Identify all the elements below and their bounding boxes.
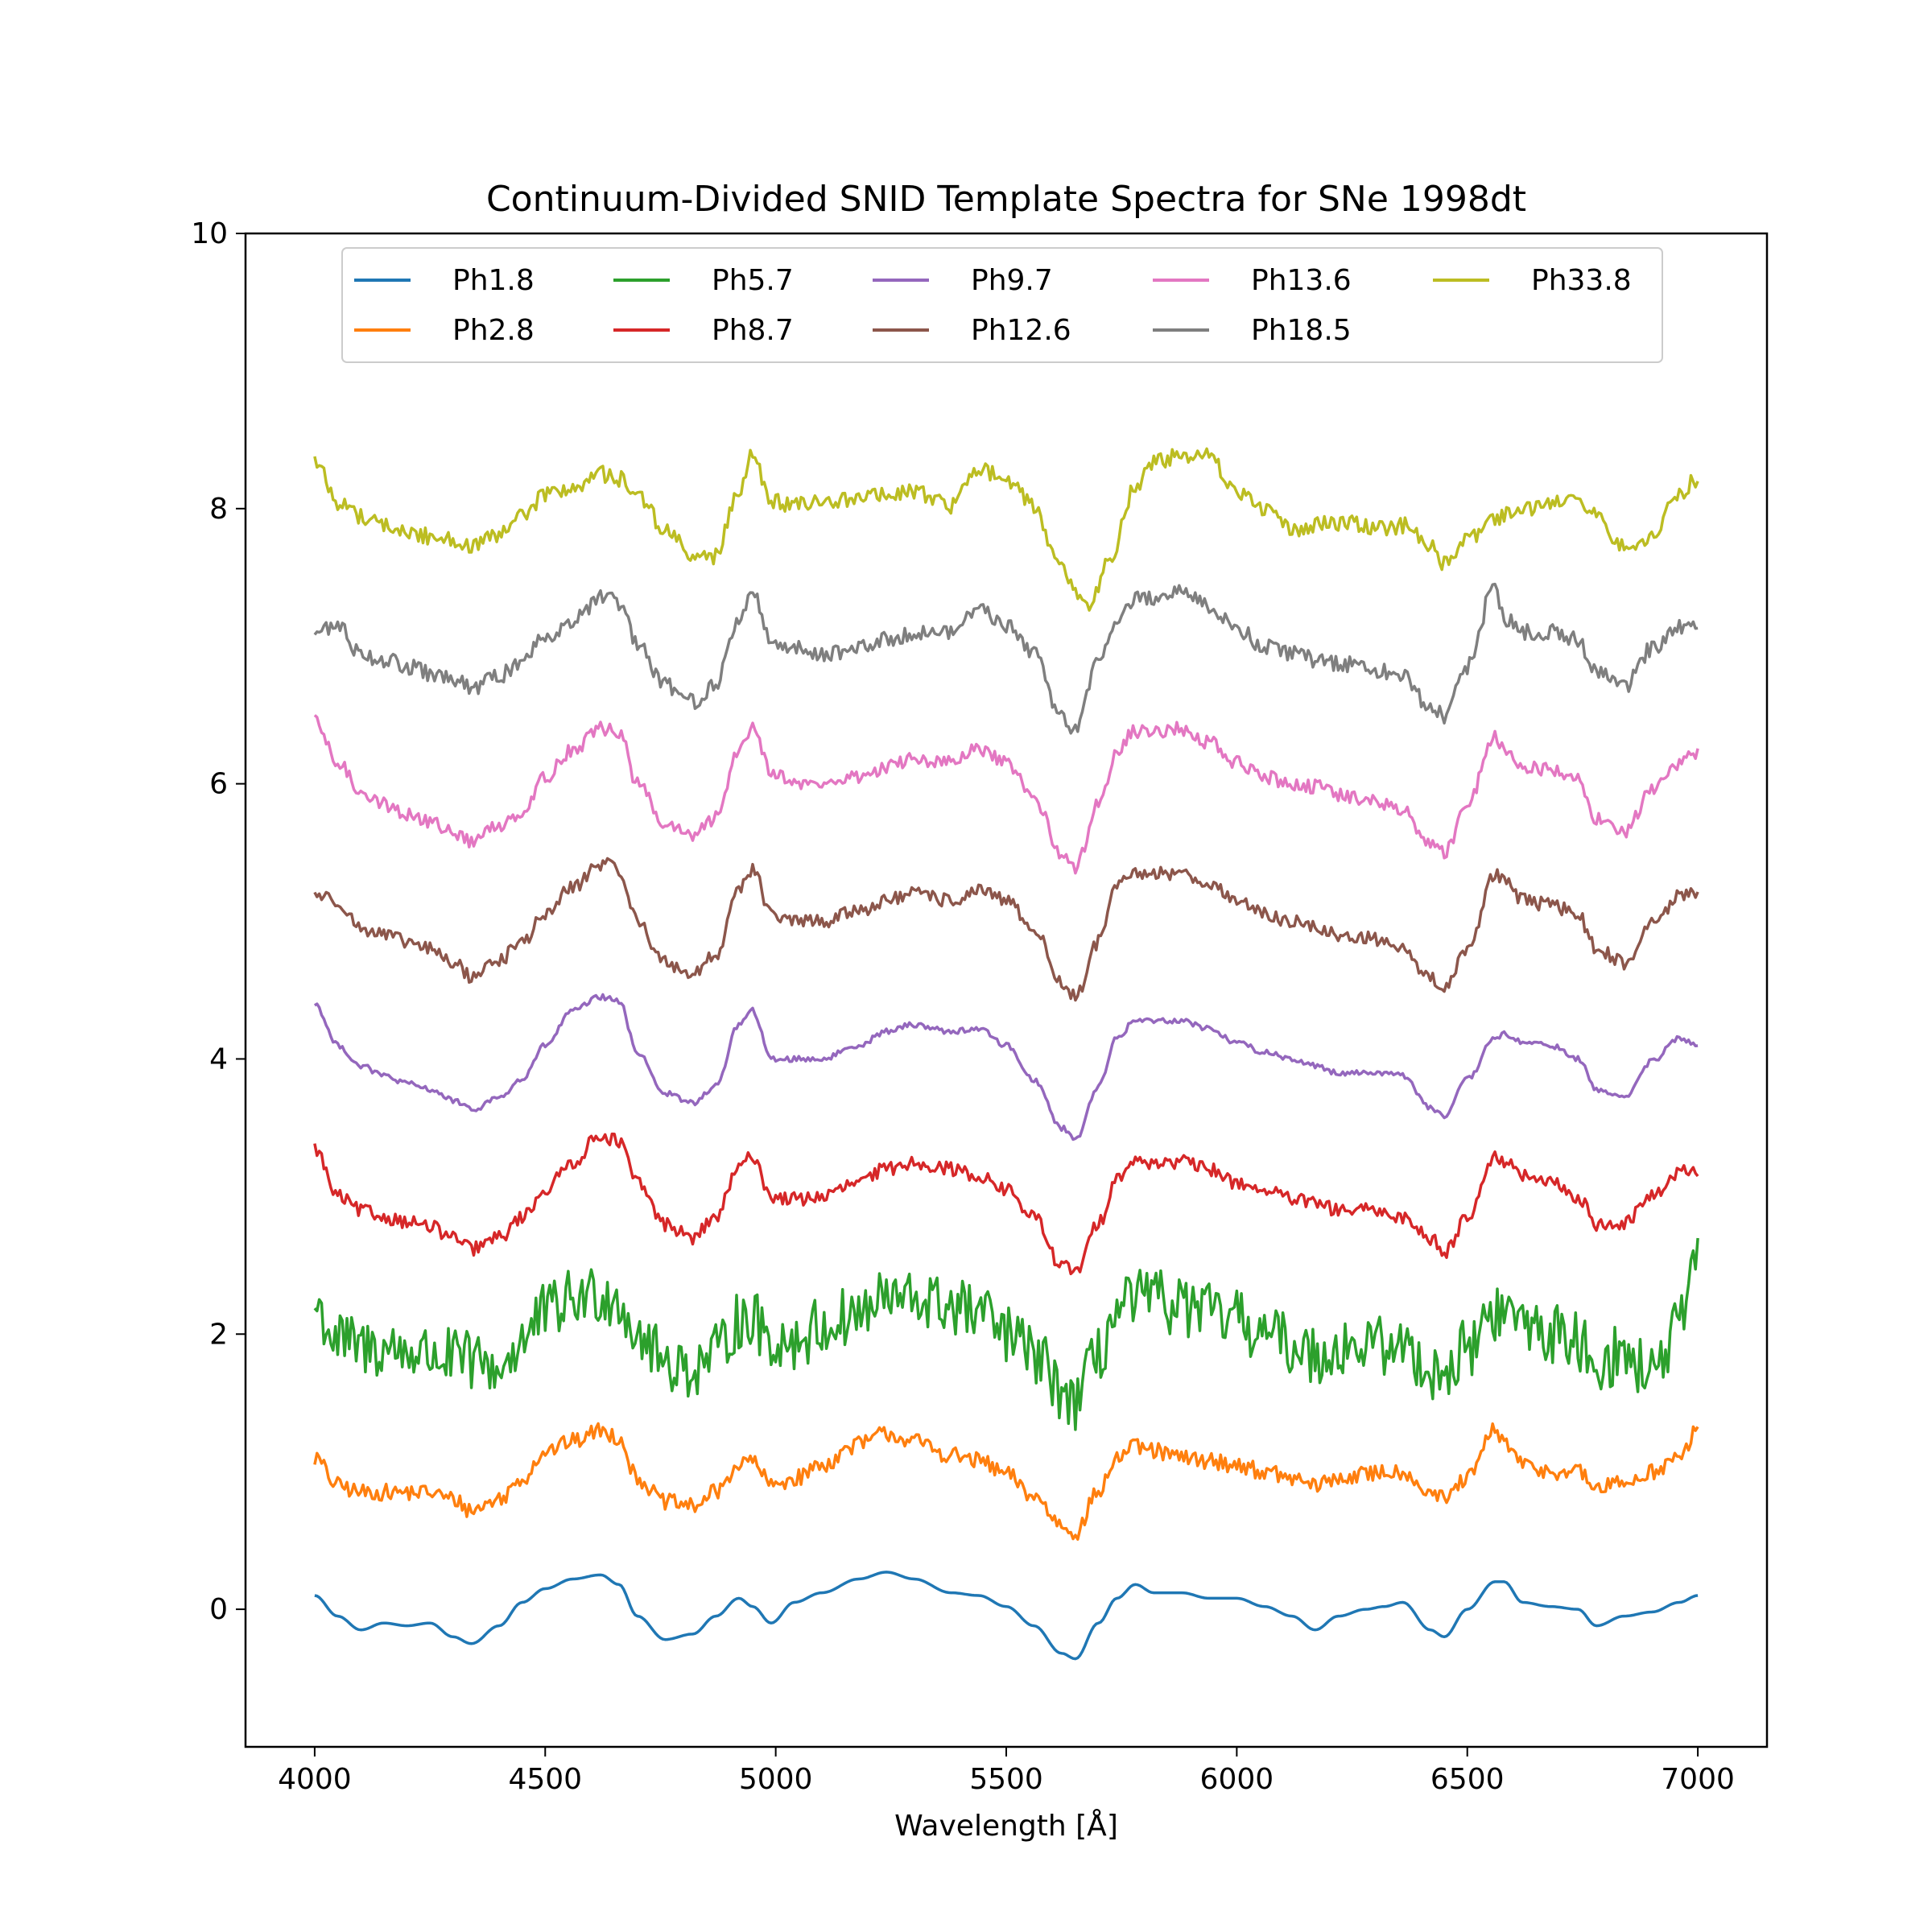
- legend-label: Ph18.5: [1251, 314, 1352, 347]
- x-axis: 4000 4500 5000 5500 6000 6500 7000: [278, 1747, 1735, 1796]
- x-tick-label: 5000: [739, 1763, 813, 1796]
- x-tick-label: 7000: [1661, 1763, 1735, 1796]
- legend-label: Ph5.7: [712, 264, 794, 297]
- legend-label: Ph2.8: [452, 314, 535, 347]
- series-line-ph18-5: [313, 582, 1699, 735]
- x-tick-label: 6000: [1200, 1763, 1274, 1796]
- series-line-ph8-7: [313, 1132, 1699, 1276]
- chart-title: Continuum-Divided SNID Template Spectra …: [486, 179, 1526, 220]
- x-tick-label: 4500: [508, 1763, 582, 1796]
- legend-label: Ph1.8: [452, 264, 535, 297]
- x-axis-label: Wavelength [Å]: [894, 1808, 1118, 1843]
- legend-label: Ph13.6: [1251, 264, 1352, 297]
- x-tick-label: 4000: [278, 1763, 352, 1796]
- y-tick-label: 2: [209, 1318, 228, 1351]
- y-tick-label: 8: [209, 493, 228, 526]
- y-tick-label: 0: [209, 1593, 228, 1626]
- y-tick-label: 10: [191, 217, 228, 250]
- legend: Ph1.8 Ph2.8 Ph5.7 Ph8.7 Ph9.7 Ph12.6 Ph13.6 Ph1…: [341, 247, 1663, 363]
- legend-label: Ph12.6: [971, 314, 1071, 347]
- legend-box: [341, 247, 1663, 363]
- x-tick-label: 5500: [969, 1763, 1043, 1796]
- legend-label: Ph33.8: [1531, 264, 1632, 297]
- y-tick-label: 6: [209, 768, 228, 801]
- series-line-ph5-7: [313, 1237, 1699, 1431]
- series-line-ph13-6: [313, 714, 1699, 875]
- y-axis: 0 2 4 6 8 10: [191, 217, 246, 1626]
- series-line-ph9-7: [313, 993, 1699, 1141]
- y-tick-label: 4: [209, 1042, 228, 1075]
- series-line-ph1-8: [314, 1571, 1699, 1661]
- legend-label: Ph8.7: [712, 314, 794, 347]
- x-tick-label: 6500: [1430, 1763, 1505, 1796]
- series-line-ph33-8: [313, 447, 1699, 612]
- legend-label: Ph9.7: [971, 264, 1053, 297]
- series-line-ph2-8: [313, 1422, 1699, 1541]
- series-line-ph12-6: [313, 857, 1699, 1002]
- series-layer: [313, 447, 1699, 1661]
